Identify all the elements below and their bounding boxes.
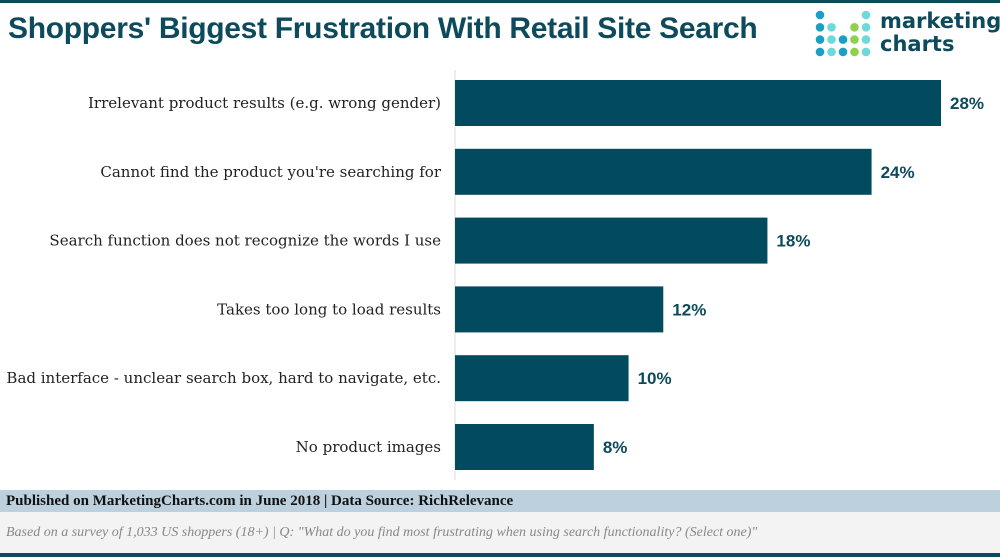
logo-dot <box>850 35 859 44</box>
logo-dot <box>850 23 859 32</box>
logo-line1: marketing <box>880 9 1000 33</box>
data-label: 10% <box>638 369 672 388</box>
logo-line2: charts <box>880 32 955 56</box>
category-label: Search function does not recognize the w… <box>49 232 441 250</box>
logo-dot <box>827 23 836 32</box>
logo-dot <box>861 10 871 20</box>
data-label: 8% <box>603 438 628 457</box>
data-label: 28% <box>950 94 984 113</box>
top-border <box>0 0 1000 3</box>
category-label: No product images <box>296 438 441 456</box>
marketingcharts-logo-icon <box>815 10 871 57</box>
bar <box>455 148 872 195</box>
logo-dot <box>815 10 825 20</box>
logo-dot <box>838 35 848 44</box>
data-label: 12% <box>672 300 706 319</box>
bar <box>455 286 664 333</box>
bar-chart: Irrelevant product results (e.g. wrong g… <box>6 70 984 480</box>
category-label: Cannot find the product you're searching… <box>100 163 441 181</box>
logo-dot <box>827 47 836 57</box>
logo-dot <box>861 47 871 57</box>
published-line: Published on MarketingCharts.com in June… <box>0 490 1000 512</box>
data-label: 18% <box>776 232 810 251</box>
bar <box>455 424 594 470</box>
logo-dot <box>815 35 825 44</box>
category-label: Takes too long to load results <box>217 300 441 318</box>
data-label: 24% <box>881 163 915 182</box>
bar <box>455 80 941 126</box>
logo-dot <box>815 23 825 32</box>
category-label: Bad interface - unclear search box, hard… <box>6 369 441 387</box>
logo-dot <box>861 23 871 32</box>
bottom-border <box>0 553 1000 557</box>
logo-dot <box>815 47 825 57</box>
logo-text: marketing charts <box>880 10 1000 56</box>
category-label: Irrelevant product results (e.g. wrong g… <box>88 94 441 112</box>
bar <box>455 355 629 402</box>
chart-title: Shoppers' Biggest Frustration With Retai… <box>8 12 758 45</box>
logo-dot <box>861 35 871 44</box>
logo-dot <box>827 35 836 44</box>
survey-note: Based on a survey of 1,033 US shoppers (… <box>0 512 1000 553</box>
logo-dot <box>850 47 859 57</box>
bar <box>455 217 768 264</box>
logo-dot <box>838 47 848 57</box>
